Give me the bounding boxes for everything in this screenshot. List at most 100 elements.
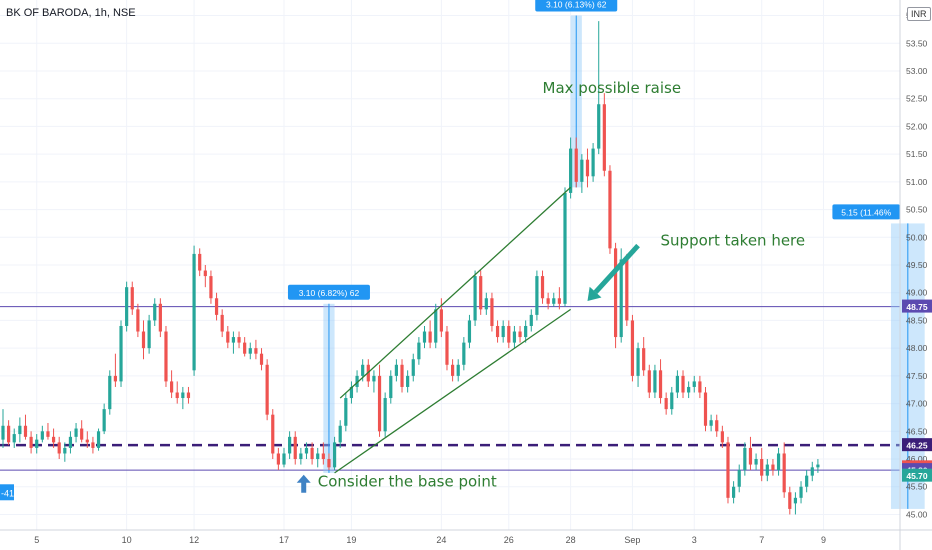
candle-body [569, 148, 573, 193]
price-label-box [902, 299, 932, 313]
candle-body [630, 320, 635, 376]
price-label: 46.25 [906, 441, 928, 451]
left-edge-label-box [0, 484, 14, 501]
candle-body [574, 148, 578, 182]
price-label: 48.75 [906, 302, 928, 312]
annotation-text: Consider the base point [318, 473, 497, 491]
candle-body [108, 375, 112, 410]
measure-boxes: 3.10 (6.82%) 62 3.10 (6.13%) 62 5.15 (11.4… [287, 0, 925, 509]
candle-body [422, 331, 427, 343]
time-tick-label: Sep [624, 535, 640, 545]
measure-label: 3.10 (6.82%) 62 [299, 288, 360, 298]
price-tick-label: 47.50 [906, 371, 928, 381]
time-tick-label: 28 [566, 535, 576, 545]
candle-body [35, 439, 39, 448]
time-tick-label: 12 [189, 535, 199, 545]
candle-body [316, 453, 320, 460]
candle-body [793, 497, 798, 504]
candle-body [625, 259, 629, 321]
price-tick-label: 53.50 [906, 38, 928, 48]
candle-body [703, 392, 708, 426]
candle-body [125, 287, 129, 326]
candle-body [400, 364, 404, 387]
candle-body [439, 309, 443, 332]
price-tick-label: 50.00 [906, 232, 928, 242]
candle-body [248, 348, 252, 354]
candle-body [57, 442, 61, 454]
candle-body [546, 298, 550, 304]
candle-body [805, 475, 809, 487]
measure-label-box [287, 284, 370, 300]
time-tick-label: 19 [346, 535, 356, 545]
annotations: Max possible raise Support taken here Cons… [318, 79, 805, 491]
candle-body [726, 442, 730, 498]
candle-body [681, 375, 685, 393]
candle-body [406, 375, 410, 387]
candle-body [220, 314, 224, 332]
chart-title: BK OF BARODA, 1h, NSE [6, 7, 136, 19]
candle-body [692, 381, 696, 387]
candle-body [18, 425, 22, 435]
time-axis[interactable]: 5 10 12 17 19 24 26 28 Sep 3 7 9 [0, 529, 932, 545]
candle-body [181, 392, 185, 399]
candle-body [51, 436, 56, 443]
time-tick-label: 17 [279, 535, 289, 545]
candle-body [473, 276, 477, 321]
candle-body [653, 370, 657, 393]
candle-body [293, 436, 297, 460]
candle-body [332, 442, 337, 468]
candle-body [164, 331, 168, 382]
candle-body [732, 486, 736, 498]
price-tick-label: 53.00 [906, 66, 928, 76]
candle-body [737, 470, 741, 487]
candle-body [102, 409, 106, 432]
candle-body [338, 425, 342, 443]
annotation-text: Support taken here [661, 232, 806, 250]
candle-body [23, 425, 28, 437]
time-tick-label: 24 [436, 535, 446, 545]
price-label-box [902, 468, 932, 482]
price-tick-label: 49.50 [906, 260, 928, 270]
chart-grid [0, 0, 900, 530]
price-tick-label: 45.50 [906, 482, 928, 492]
candle-body [130, 287, 134, 310]
candle-body [237, 337, 241, 343]
candle-body [524, 325, 528, 338]
candle-body [276, 453, 280, 465]
candle-body [462, 342, 466, 365]
candle-body [451, 364, 455, 376]
candle-body [748, 447, 753, 465]
candle-body [664, 398, 668, 410]
candle-body [816, 464, 820, 468]
base-point-arrow-shaft [301, 481, 307, 493]
candle-body [192, 253, 196, 371]
candle-body [765, 464, 769, 476]
candle-body [383, 398, 387, 432]
candle-body [456, 364, 460, 376]
price-tick-label: 47.00 [906, 399, 928, 409]
candle-body [91, 442, 95, 448]
candle-body [372, 375, 376, 382]
time-tick-label: 5 [34, 535, 39, 545]
time-tick-label: 9 [821, 535, 826, 545]
candle-body [243, 342, 247, 354]
price-label-box [902, 438, 932, 452]
candle-body [619, 259, 623, 338]
candle-body [754, 459, 758, 465]
candle-body [63, 447, 67, 454]
candle-body [608, 170, 612, 249]
annotation-text: Max possible raise [543, 79, 682, 97]
candle-body [518, 331, 522, 338]
candle-body [361, 364, 365, 376]
candle-body [810, 467, 814, 476]
price-tick-label: 48.00 [906, 343, 928, 353]
time-tick-label: 10 [122, 535, 132, 545]
currency-badge[interactable]: INR [907, 7, 931, 21]
base-point-arrow-head [296, 474, 311, 483]
candle-body [411, 359, 415, 376]
price-tick-label: 46.00 [906, 454, 928, 464]
horizontal-lines [0, 306, 900, 471]
price-tick-label: 50.50 [906, 205, 928, 215]
